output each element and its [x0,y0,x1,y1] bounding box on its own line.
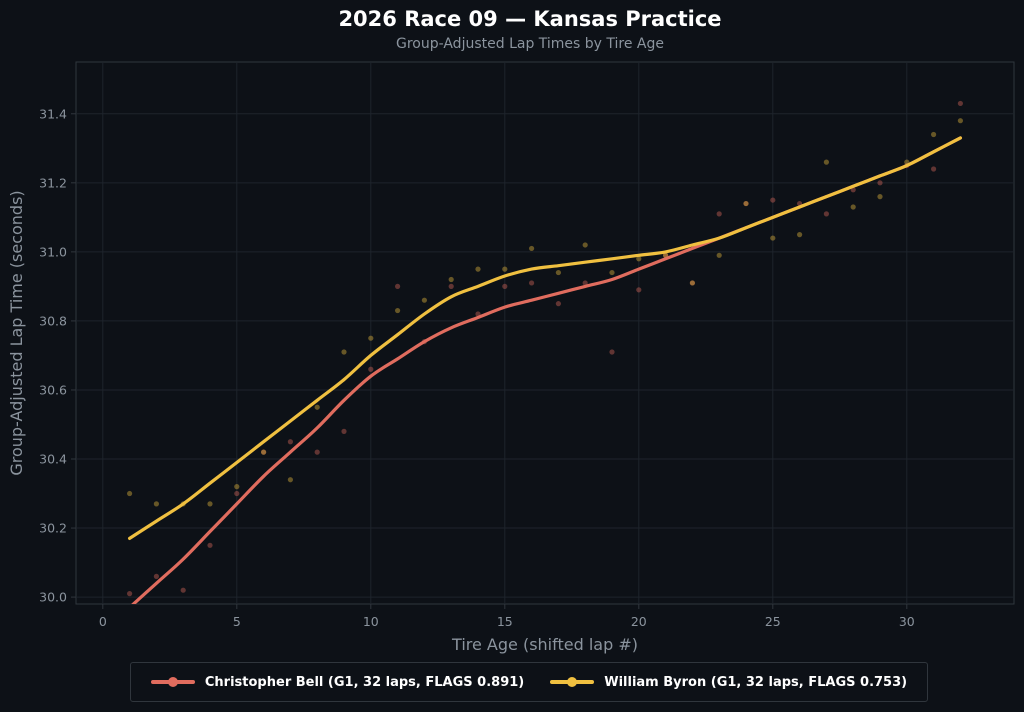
data-point-bell [823,211,830,217]
y-tick-label: 30.2 [39,521,67,536]
y-tick-label: 31.2 [39,175,67,190]
data-point-bell [582,280,588,286]
data-point-byron [341,349,347,355]
data-point-bell [529,280,535,286]
data-point-byron [234,484,240,490]
chart-title: 2026 Race 09 — Kansas Practice [338,7,721,31]
data-point-byron [582,242,588,248]
legend-item-bell: Christopher Bell (G1, 32 laps, FLAGS 0.8… [150,674,525,690]
data-point-byron [877,194,883,200]
data-point-byron [314,404,320,410]
data-point-bell [689,280,696,286]
scatter-points [127,100,964,597]
y-tick-label: 31.4 [39,106,67,121]
plot-area [75,61,1015,605]
data-point-bell [502,283,508,289]
data-point-byron [207,501,213,507]
data-point-bell [555,301,562,307]
data-point-bell [261,449,267,455]
axis-ticks: 0 5 10 15 20 25 30 30.0 30.2 30.4 30.6 30.8 31.0 31.2… [39,106,915,629]
legend-label-byron: William Byron (G1, 32 laps, FLAGS 0.753) [604,674,908,690]
x-tick-label: 10 [363,614,379,629]
legend-swatch-bell [150,676,195,688]
data-point-byron [287,477,293,483]
legend-swatch-byron [550,676,595,688]
data-point-bell [153,573,159,579]
data-point-bell [234,490,240,497]
legend-label-bell: Christopher Bell (G1, 32 laps, FLAGS 0.8… [204,674,525,690]
data-point-bell [180,587,186,593]
y-axis-label: Group-Adjusted Lap Time (seconds) [7,190,26,475]
data-point-byron [475,266,481,272]
data-point-byron [421,297,427,303]
data-point-byron [153,501,159,507]
data-point-bell [609,349,615,355]
data-point-byron [609,269,615,276]
data-point-bell [448,283,454,289]
data-point-bell [716,211,722,217]
data-point-bell [127,591,133,597]
data-point-byron [797,232,803,238]
data-point-byron [502,266,508,272]
data-point-byron [555,269,562,276]
data-point-byron [823,159,830,165]
data-point-byron [261,449,267,455]
data-point-bell [931,166,937,172]
legend-item-byron: William Byron (G1, 32 laps, FLAGS 0.753) [550,675,907,690]
data-point-byron [368,335,374,341]
grid [76,62,1014,604]
data-point-bell [877,180,883,186]
data-point-bell [207,542,213,548]
data-point-byron [395,307,401,314]
y-tick-label: 30.0 [39,590,67,605]
data-point-byron [743,200,749,207]
data-point-byron [689,280,696,286]
data-point-bell [743,200,749,207]
data-point-byron [448,276,454,283]
data-point-byron [716,252,722,258]
data-point-byron [636,256,642,262]
data-point-bell [368,366,374,372]
x-tick-label: 20 [631,614,647,629]
data-point-byron [931,131,937,138]
legend: Christopher Bell (G1, 32 laps, FLAGS 0.8… [130,662,928,702]
data-point-byron [957,118,964,124]
y-tick-label: 30.8 [39,313,67,328]
x-axis-label: Tire Age (shifted lap #) [451,635,638,654]
data-point-bell [314,449,320,455]
y-tick-label: 30.6 [39,382,67,397]
x-tick-label: 30 [899,614,915,629]
chart-subtitle: Group-Adjusted Lap Times by Tire Age [396,36,664,52]
data-point-byron [770,235,776,241]
data-point-byron [529,245,535,252]
data-point-bell [770,197,776,203]
data-point-bell [341,428,347,434]
data-point-bell [957,100,964,107]
y-tick-label: 31.0 [39,244,67,259]
y-tick-label: 30.4 [39,452,67,467]
x-tick-label: 0 [99,614,107,629]
trend-line-byron [128,136,962,540]
data-point-bell [287,439,293,445]
x-tick-label: 15 [497,614,513,629]
data-point-bell [395,283,401,289]
x-tick-label: 25 [765,614,781,629]
trend-lines [128,136,962,604]
data-point-byron [850,204,856,210]
data-point-byron [127,490,133,497]
x-tick-label: 5 [233,614,241,629]
data-point-bell [636,287,642,293]
